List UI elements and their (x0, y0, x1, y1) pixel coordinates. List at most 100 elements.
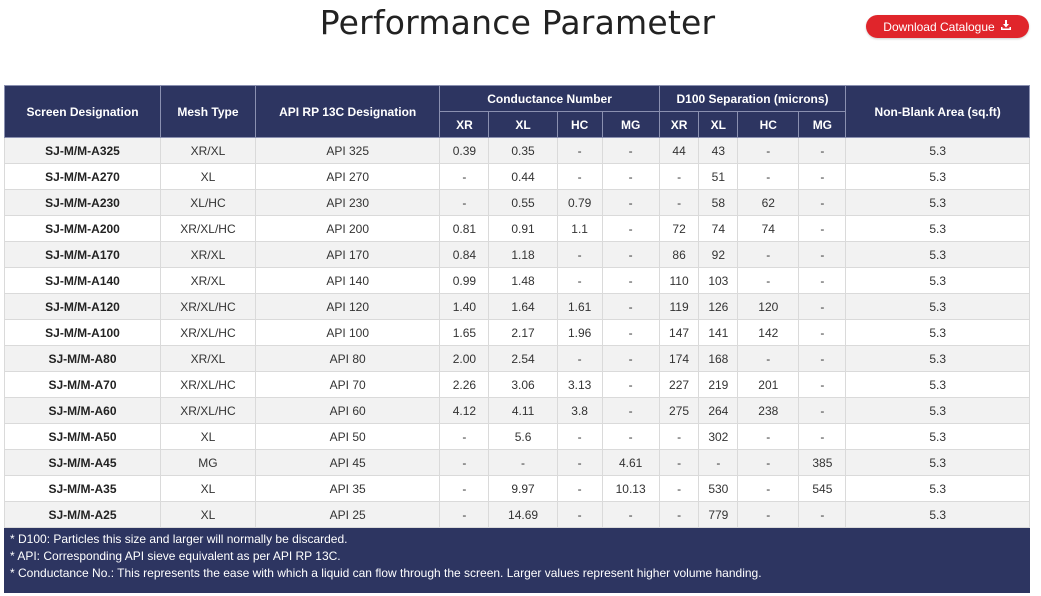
table-row: SJ-M/M-A120 XR/XL/HC API 120 1.40 1.64 1.61-1… (3, 293, 1030, 320)
table-row: SJ-M/M-A230 XL/HC API 230-0.55 0.79- -58 62-5… (3, 189, 1030, 216)
cell-api-designation: API 25 (254, 501, 441, 528)
cell-api-designation: API 60 (254, 397, 441, 424)
header-d100-xr: XR (658, 111, 700, 138)
cell-api-designation: API 70 (254, 371, 441, 398)
cell-non-blank-area: 5.3 (845, 293, 1030, 320)
cell-cond-xl: 0.35 (488, 137, 558, 164)
cell-d100-mg: - (798, 345, 847, 372)
cell-mesh-type: XR/XL (160, 267, 256, 294)
cell-api-designation: API 140 (254, 267, 441, 294)
cell-cond-xl: 5.6 (488, 423, 558, 450)
cell-non-blank-area: 5.3 (845, 267, 1030, 294)
cell-d100-mg: - (798, 293, 847, 320)
table-row: SJ-M/M-A25 XL API 25-14.69- - -779- -5.3 (3, 501, 1030, 528)
cell-d100-hc: - (737, 475, 800, 502)
cell-non-blank-area: 5.3 (845, 501, 1030, 528)
cell-d100-mg: - (798, 371, 847, 398)
cell-cond-hc: - (556, 449, 603, 476)
cell-cond-mg: - (601, 319, 660, 346)
cell-d100-hc: - (737, 163, 800, 190)
cell-mesh-type: XL (160, 163, 256, 190)
cell-cond-xr: 2.26 (439, 371, 490, 398)
cell-mesh-type: XR/XL (160, 241, 256, 268)
cell-mesh-type: XR/XL/HC (160, 215, 256, 242)
cell-d100-xl: 92 (698, 241, 739, 268)
cell-d100-xr: 227 (658, 371, 700, 398)
cell-cond-xl: 2.54 (488, 345, 558, 372)
cell-cond-xl: 4.11 (488, 397, 558, 424)
cell-d100-xl: 168 (698, 345, 739, 372)
cell-cond-xl: - (488, 449, 558, 476)
cell-non-blank-area: 5.3 (845, 397, 1030, 424)
cell-cond-hc: 1.96 (556, 319, 603, 346)
cell-cond-hc: 0.79 (556, 189, 603, 216)
table-notes: * D100: Particles this size and larger w… (4, 527, 1030, 593)
cell-d100-xr: - (658, 189, 700, 216)
cell-d100-mg: - (798, 189, 847, 216)
header-d100-separation: D100 Separation (microns) (658, 85, 847, 112)
cell-cond-xr: 1.40 (439, 293, 490, 320)
cell-api-designation: API 120 (254, 293, 441, 320)
cell-cond-xr: - (439, 189, 490, 216)
cell-cond-xr: 2.00 (439, 345, 490, 372)
cell-d100-xl: 74 (698, 215, 739, 242)
cell-mesh-type: XL (160, 423, 256, 450)
cell-cond-xl: 1.18 (488, 241, 558, 268)
cell-cond-hc: - (556, 475, 603, 502)
cell-cond-xl: 3.06 (488, 371, 558, 398)
cell-cond-hc: - (556, 267, 603, 294)
cell-d100-hc: - (737, 449, 800, 476)
cell-api-designation: API 325 (254, 137, 441, 164)
cell-cond-xr: 0.81 (439, 215, 490, 242)
cell-d100-mg: 385 (798, 449, 847, 476)
cell-cond-mg: - (601, 215, 660, 242)
cell-screen-designation: SJ-M/M-A45 (3, 449, 162, 476)
cell-d100-mg: - (798, 267, 847, 294)
download-catalogue-button[interactable]: Download Catalogue (866, 15, 1029, 38)
page-title: Performance Parameter (319, 3, 716, 42)
cell-non-blank-area: 5.3 (845, 215, 1030, 242)
cell-mesh-type: XR/XL/HC (160, 371, 256, 398)
cell-mesh-type: XR/XL (160, 137, 256, 164)
cell-d100-xr: 275 (658, 397, 700, 424)
header-mesh-type: Mesh Type (160, 85, 256, 138)
cell-screen-designation: SJ-M/M-A25 (3, 501, 162, 528)
cell-cond-mg: - (601, 163, 660, 190)
cell-cond-mg: - (601, 267, 660, 294)
cell-mesh-type: XL/HC (160, 189, 256, 216)
cell-cond-mg: - (601, 397, 660, 424)
cell-d100-xl: 141 (698, 319, 739, 346)
cell-cond-hc: - (556, 423, 603, 450)
cell-d100-xr: 174 (658, 345, 700, 372)
cell-d100-hc: - (737, 345, 800, 372)
cell-d100-hc: 120 (737, 293, 800, 320)
cell-d100-hc: - (737, 501, 800, 528)
table-row: SJ-M/M-A100 XR/XL/HC API 100 1.65 2.17 1.96-1… (3, 319, 1030, 346)
cell-cond-xr: 4.12 (439, 397, 490, 424)
cell-d100-xl: 302 (698, 423, 739, 450)
cell-screen-designation: SJ-M/M-A50 (3, 423, 162, 450)
table-row: SJ-M/M-A50 XL API 50-5.6- - -302- -5.3 (3, 423, 1030, 450)
cell-d100-xl: 779 (698, 501, 739, 528)
cell-screen-designation: SJ-M/M-A70 (3, 371, 162, 398)
table-row: SJ-M/M-A80 XR/XL API 80 2.00 2.54- -174 168- -5… (3, 345, 1030, 372)
cell-d100-hc: 238 (737, 397, 800, 424)
cell-screen-designation: SJ-M/M-A100 (3, 319, 162, 346)
cell-d100-hc: 142 (737, 319, 800, 346)
cell-mesh-type: XR/XL/HC (160, 319, 256, 346)
cell-d100-mg: - (798, 397, 847, 424)
cell-mesh-type: XR/XL/HC (160, 293, 256, 320)
cell-non-blank-area: 5.3 (845, 319, 1030, 346)
cell-api-designation: API 50 (254, 423, 441, 450)
cell-cond-mg: - (601, 241, 660, 268)
cell-d100-hc: 62 (737, 189, 800, 216)
cell-screen-designation: SJ-M/M-A140 (3, 267, 162, 294)
cell-d100-xr: - (658, 423, 700, 450)
header-cond-xr: XR (439, 111, 490, 138)
header-non-blank-area: Non-Blank Area (sq.ft) (845, 85, 1030, 138)
cell-cond-hc: - (556, 137, 603, 164)
cell-screen-designation: SJ-M/M-A80 (3, 345, 162, 372)
cell-cond-xl: 14.69 (488, 501, 558, 528)
table-row: SJ-M/M-A140 XR/XL API 140 0.99 1.48- -110 103-… (3, 267, 1030, 294)
cell-cond-hc: - (556, 241, 603, 268)
